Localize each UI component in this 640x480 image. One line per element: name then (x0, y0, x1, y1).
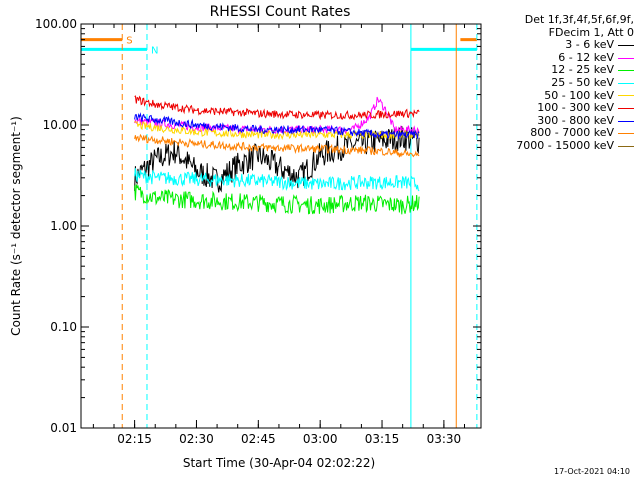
legend-swatch (618, 145, 634, 147)
y-tick-label: 0.01 (50, 421, 77, 435)
series-lines (134, 95, 420, 215)
x-tick-label: 03:15 (365, 432, 400, 446)
flag-label-n: N (151, 45, 158, 56)
flag-bars: SN (81, 36, 477, 56)
legend-label: 300 - 800 keV (537, 113, 614, 127)
legend-swatch (618, 120, 634, 122)
legend-swatch (618, 57, 634, 59)
legend-item: 100 - 300 keV (478, 102, 634, 115)
x-tick-label: 03:00 (303, 432, 338, 446)
legend-item: 300 - 800 keV (478, 113, 634, 128)
attenuator-lines (121, 24, 478, 428)
legend-item: 7000 - 15000 keV (478, 138, 634, 153)
legend-swatch (618, 44, 634, 46)
legend-label: 12 - 25 keV (551, 63, 614, 77)
legend-swatch (618, 82, 634, 84)
legend-header-line-2: FDecim 1, Att 0 (548, 25, 634, 39)
legend-item: 12 - 25 keV (478, 64, 634, 77)
y-tick-label: 1.00 (50, 219, 77, 233)
plot-frame (80, 23, 482, 429)
legend-label: 800 - 7000 keV (530, 126, 614, 140)
series-line-8 (134, 133, 420, 158)
legend-label: 25 - 50 keV (551, 75, 614, 89)
chart-title: RHESSI Count Rates (210, 4, 351, 20)
series-line-7 (134, 112, 420, 139)
x-tick-label: 03:30 (427, 432, 462, 446)
axes: 02:15 02:30 02:45 03:00 03:15 03:30 0.01 0.10 1.… (35, 17, 481, 446)
legend-item: 25 - 50 keV (478, 75, 634, 90)
legend-label: 3 - 6 keV (565, 38, 614, 52)
legend: Det 1f,3f,4f,5f,6f,9f, FDecim 1, Att 0 3… (478, 13, 634, 153)
legend-label: 7000 - 15000 keV (516, 138, 614, 152)
series-line-4 (134, 168, 420, 192)
x-tick-label: 02:45 (241, 432, 276, 446)
series-line-3 (134, 184, 420, 215)
legend-item: 50 - 100 keV (478, 88, 634, 103)
y-tick-label: 0.10 (50, 320, 77, 334)
x-tick-label: 02:30 (179, 432, 214, 446)
x-axis-label: Start Time (30-Apr-04 02:02:22) (183, 456, 375, 470)
legend-swatch (618, 70, 634, 72)
y-tick-label: 100.00 (35, 17, 77, 31)
legend-item: 800 - 7000 keV (478, 127, 634, 140)
x-tick-label: 02:15 (117, 432, 152, 446)
series-line-6 (134, 95, 420, 121)
legend-swatch (618, 95, 634, 97)
legend-item: 3 - 6 keV (478, 39, 634, 52)
y-axis-label: Count Rate (s⁻¹ detector segment⁻¹) (9, 116, 23, 336)
legend-swatch (618, 107, 634, 109)
legend-item: 6 - 12 keV (478, 50, 634, 65)
legend-swatch (618, 133, 634, 135)
flag-label-s: S (126, 36, 132, 47)
legend-header-line-1: Det 1f,3f,4f,5f,6f,9f, (524, 13, 634, 26)
legend-label: 6 - 12 keV (558, 50, 614, 64)
y-tick-label: 10.00 (43, 118, 77, 132)
legend-label: 100 - 300 keV (537, 101, 614, 115)
legend-label: 50 - 100 keV (544, 88, 614, 102)
series-line-1 (134, 125, 420, 193)
timestamp-footer: 17-Oct-2021 04:10 (554, 467, 630, 476)
